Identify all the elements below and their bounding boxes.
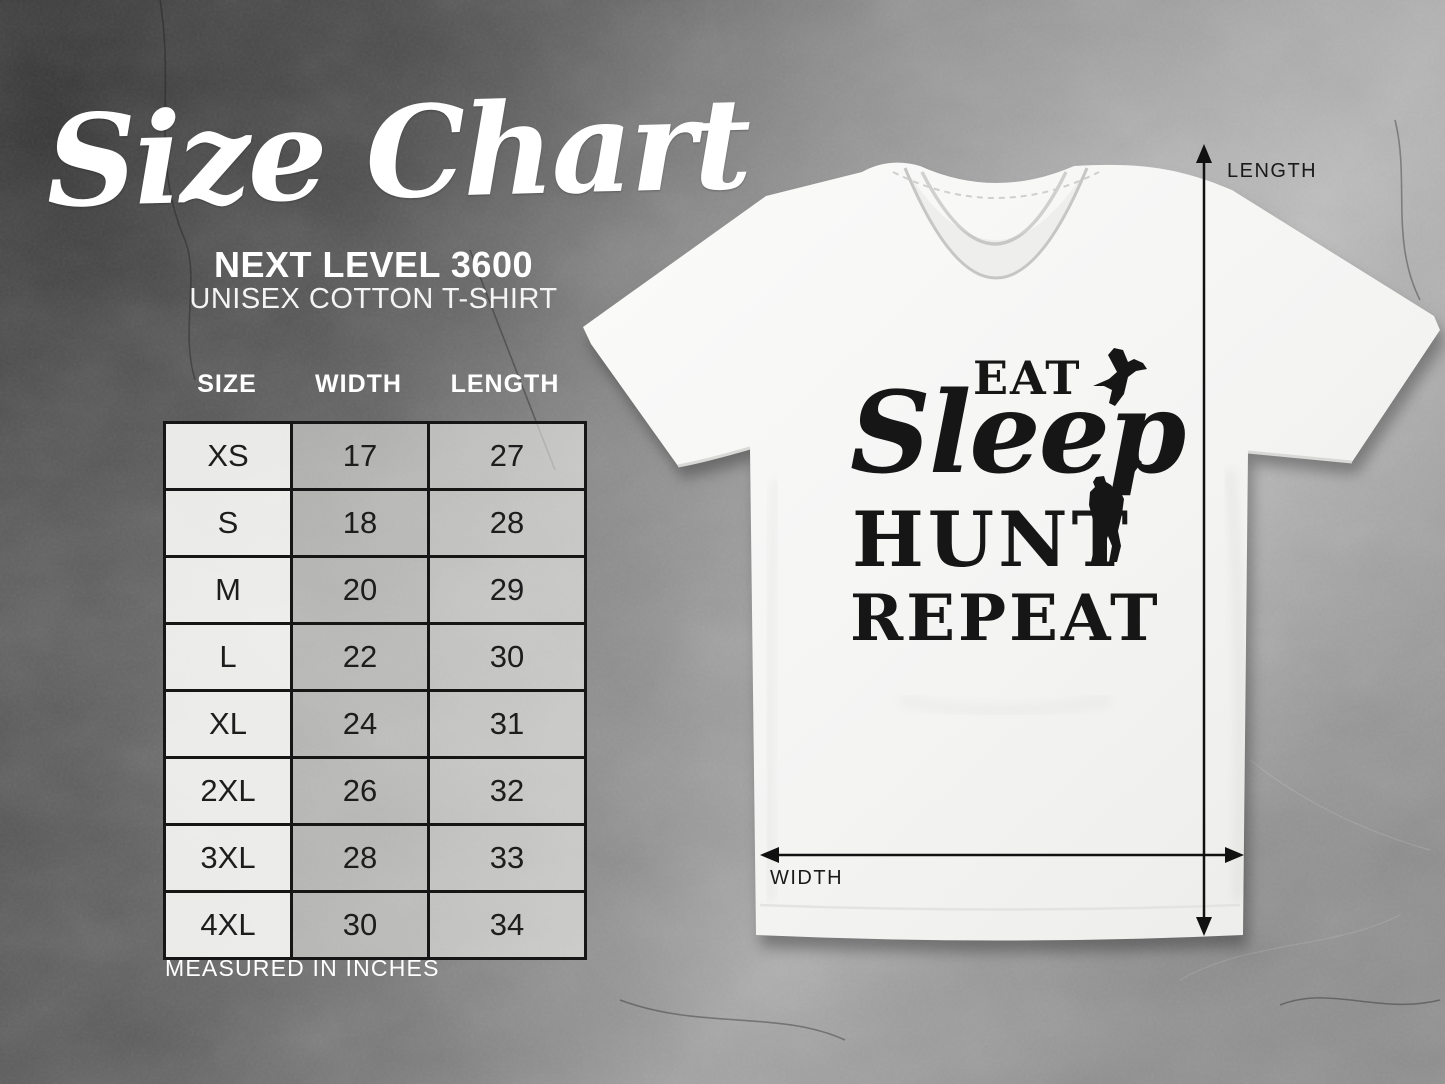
length-cell: 33 xyxy=(427,823,587,893)
design-text-hunt: HUNT xyxy=(852,495,1132,584)
size-cell: 2XL xyxy=(163,756,293,826)
table-row: M 20 29 xyxy=(163,555,587,625)
table-row: S 18 28 xyxy=(163,488,587,558)
size-table: XS 17 27 S 18 28 M 20 29 L 22 30 XL 24 xyxy=(163,421,587,960)
table-row: XS 17 27 xyxy=(163,421,587,491)
length-arrow xyxy=(1196,144,1212,936)
fabric-creases xyxy=(677,446,1353,911)
size-cell: XL xyxy=(163,689,293,759)
length-cell: 32 xyxy=(427,756,587,826)
tshirt-shape xyxy=(583,162,1440,941)
table-column-headers: SIZE WIDTH LENGTH xyxy=(163,370,584,399)
product-line-label: NEXT LEVEL 3600 xyxy=(214,244,533,285)
collar xyxy=(892,167,1100,280)
table-row: 4XL 30 34 xyxy=(163,890,587,960)
width-cell: 26 xyxy=(290,756,430,826)
width-cell: 18 xyxy=(290,488,430,558)
table-row: 2XL 26 32 xyxy=(163,756,587,826)
size-cell: S xyxy=(163,488,293,558)
width-cell: 17 xyxy=(290,421,430,491)
width-cell: 30 xyxy=(290,890,430,960)
crack-lines xyxy=(159,0,1441,1041)
table-row: XL 24 31 xyxy=(163,689,587,759)
width-label: WIDTH xyxy=(770,867,843,889)
length-cell: 30 xyxy=(427,622,587,692)
page-title: Size Chart xyxy=(44,69,751,236)
shirt-print-design: EAT Sleep HUNT REPEAT xyxy=(850,348,1187,656)
product-type-label: UNISEX COTTON T-SHIRT xyxy=(189,283,558,315)
width-cell: 24 xyxy=(290,689,430,759)
size-cell: 4XL xyxy=(163,890,293,960)
size-cell: 3XL xyxy=(163,823,293,893)
width-cell: 28 xyxy=(290,823,430,893)
length-cell: 29 xyxy=(427,555,587,625)
length-cell: 28 xyxy=(427,488,587,558)
column-header-length: LENGTH xyxy=(450,370,560,398)
table-row: L 22 30 xyxy=(163,622,587,692)
length-cell: 31 xyxy=(427,689,587,759)
design-text-sleep: Sleep xyxy=(850,368,1185,499)
size-cell: XS xyxy=(163,421,293,491)
design-text-repeat: REPEAT xyxy=(850,581,1161,656)
duck-icon xyxy=(1093,348,1147,406)
table-row: 3XL 28 33 xyxy=(163,823,587,893)
width-cell: 20 xyxy=(290,555,430,625)
measurement-unit-note: MEASURED IN INCHES xyxy=(165,955,440,981)
collar-stitching xyxy=(892,171,1100,199)
length-label: LENGTH xyxy=(1227,160,1317,182)
width-cell: 22 xyxy=(290,622,430,692)
hunter-icon xyxy=(1089,459,1142,562)
column-header-width: WIDTH xyxy=(315,370,402,398)
size-cell: L xyxy=(163,622,293,692)
size-cell: M xyxy=(163,555,293,625)
length-cell: 27 xyxy=(427,421,587,491)
design-text-eat: EAT xyxy=(973,351,1081,405)
column-header-size: SIZE xyxy=(197,370,257,398)
length-cell: 34 xyxy=(427,890,587,960)
width-arrow xyxy=(760,847,1244,863)
